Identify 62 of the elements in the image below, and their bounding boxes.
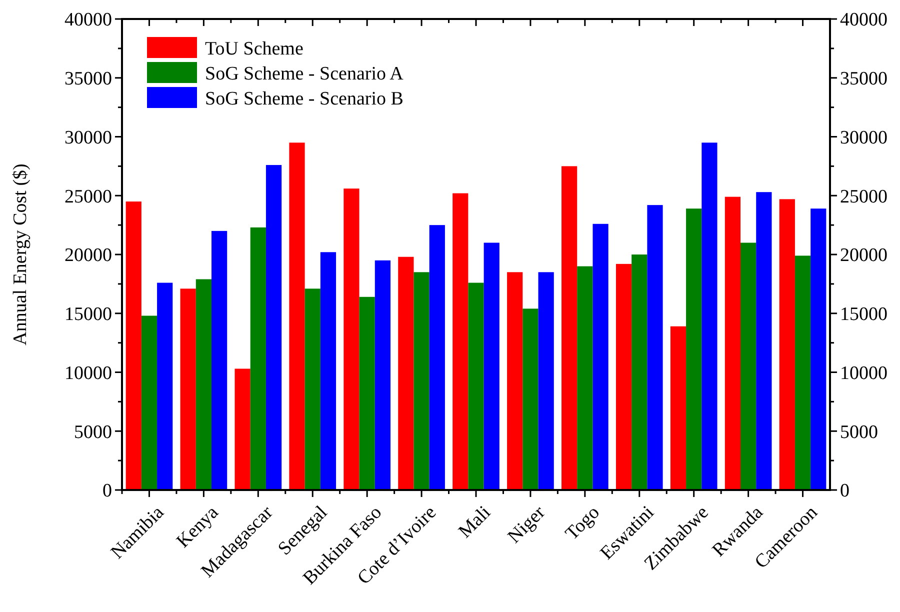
y2-tick-label: 10000 (840, 362, 888, 384)
bar (180, 288, 196, 490)
legend-label: SoG Scheme - Scenario B (205, 88, 404, 110)
x-tick-label: Togo (562, 502, 604, 544)
bar (304, 288, 320, 490)
bar (196, 279, 212, 490)
bar (126, 202, 142, 490)
bar (810, 208, 826, 490)
y-tick-label: 25000 (64, 186, 112, 208)
y2-tick-label: 35000 (840, 68, 888, 90)
bar (794, 256, 811, 490)
bar (592, 224, 608, 490)
bar (702, 142, 718, 490)
bar (359, 296, 375, 490)
y-tick-label: 35000 (64, 68, 112, 90)
y2-tick-label: 25000 (840, 186, 888, 208)
bar (374, 260, 390, 490)
y-tick-label: 0 (102, 480, 112, 502)
legend-label: SoG Scheme - Scenario A (205, 64, 404, 85)
bar (452, 193, 468, 490)
bar (141, 316, 158, 490)
bar (686, 208, 702, 490)
bar (320, 252, 336, 490)
bar (468, 282, 484, 490)
bar (577, 266, 593, 490)
y2-tick-label: 30000 (840, 127, 888, 148)
bar (724, 196, 740, 490)
y-tick-label: 5000 (74, 422, 112, 443)
bar (157, 282, 173, 490)
bar (647, 205, 663, 490)
y2-tick-label: 0 (840, 480, 850, 502)
bar (562, 166, 578, 490)
bar (779, 199, 795, 490)
y-tick-label: 20000 (64, 245, 112, 266)
y2-tick-label: 5000 (840, 422, 878, 443)
bar (522, 308, 538, 490)
bar (289, 142, 305, 490)
y-tick-label: 30000 (64, 127, 112, 148)
bar (234, 368, 250, 490)
bar (266, 165, 282, 490)
bar (507, 272, 523, 490)
bar (756, 192, 772, 490)
y-axis-title: Annual Energy Cost ($) (10, 164, 31, 346)
bar (414, 272, 430, 490)
legend-label: ToU Scheme (205, 38, 304, 60)
y-tick-label: 40000 (64, 10, 112, 31)
bar (429, 225, 445, 490)
bar (670, 326, 686, 490)
bar (344, 188, 360, 490)
y2-tick-label: 40000 (840, 10, 888, 31)
y-tick-label: 15000 (64, 304, 112, 326)
bar (538, 272, 554, 490)
y2-tick-label: 20000 (840, 245, 888, 266)
bar (632, 254, 648, 490)
y-tick-label: 10000 (64, 362, 112, 384)
bar (616, 264, 632, 490)
bar (740, 242, 756, 490)
bar (398, 256, 414, 490)
bar (250, 227, 266, 490)
y2-tick-label: 15000 (840, 304, 888, 326)
bar (212, 230, 228, 490)
bar (484, 242, 500, 490)
